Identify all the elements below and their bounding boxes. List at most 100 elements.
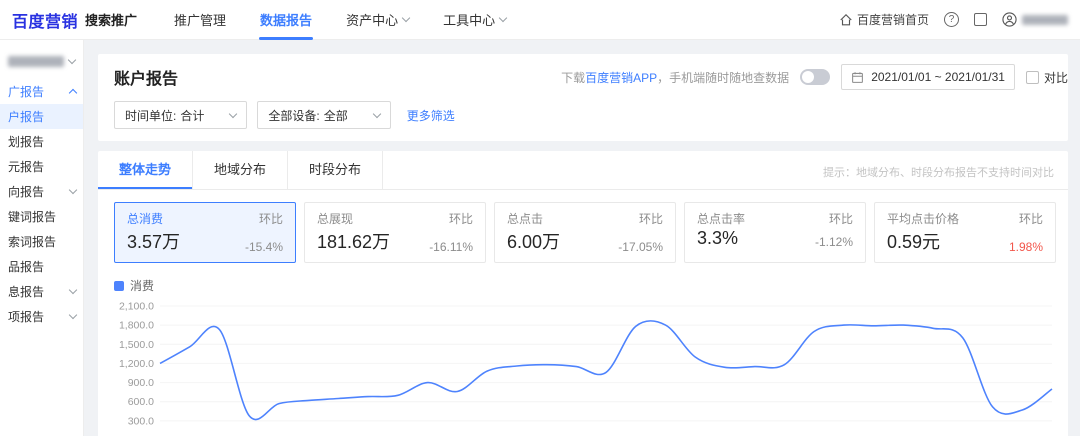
svg-text:600.0: 600.0 [128,396,154,408]
sidebar-item-unit-report[interactable]: 元报告 [0,154,83,179]
user-account[interactable] [1002,12,1068,27]
sidebar-item-keyword-report[interactable]: 键词报告 [0,204,83,229]
avatar-icon [1002,12,1017,27]
sidebar-item-plan-report[interactable]: 划报告 [0,129,83,154]
help-icon[interactable]: ? [944,12,959,27]
svg-text:1,200.0: 1,200.0 [119,358,154,370]
metric-card-total-clicks[interactable]: 总点击 环比 6.00万 -17.05% [494,202,676,263]
sidebar-item-searchterm-report[interactable]: 索词报告 [0,229,83,254]
promo-suffix: ，手机端随时随地查数据 [657,70,790,85]
chevron-down-icon [372,109,381,118]
metric-value: 0.59元 [887,232,941,252]
metric-value: 181.62万 [317,232,391,252]
menu-label: 推广管理 [174,13,227,28]
menu-item-asset-center[interactable]: 资产中心 [329,0,426,40]
metric-ratio: -16.11% [429,240,473,254]
navbar-right: 百度营销首页 ? [839,11,1068,28]
report-header-card: 账户报告 下载百度营销APP，手机端随时随地查数据 2021/01/01 ~ 2… [98,54,1068,141]
ratio-label: 环比 [638,212,663,226]
report-tabs: 整体走势 地域分布 时段分布 提示：地域分布、时段分布报告不支持时间对比 [98,151,1068,190]
metric-card-total-cost[interactable]: 总消费 环比 3.57万 -15.4% [114,202,296,263]
menu-label: 资产中心 [346,13,399,28]
metric-label: 总点击率 [697,212,746,226]
chevron-down-icon [68,310,78,320]
promo-prefix: 下载 [561,70,586,85]
marketing-homepage-link[interactable]: 百度营销首页 [839,11,929,28]
metric-cards: 总消费 环比 3.57万 -15.4% 总展现 环比 181.62万 -16.11% 总… [114,202,1056,263]
report-sidebar: 广报告 户报告 划报告 元报告 向报告 键词报告 索词报告 品报告 息报告 项报… [0,40,84,436]
device-select[interactable]: 全部设备: 全部 [257,101,391,129]
chart-area: 2,100.0 1,800.0 1,500.0 1,200.0 900.0 600.0 30… [110,298,1060,436]
tab-timeslot-distribution[interactable]: 时段分布 [288,151,384,189]
svg-text:0.0: 0.0 [139,435,154,436]
metric-card-total-impressions[interactable]: 总展现 环比 181.62万 -16.11% [304,202,486,263]
top-menu: 推广管理 数据报告 资产中心 工具中心 [157,0,523,40]
chevron-down-icon [67,55,77,65]
menu-item-promotion-manage[interactable]: 推广管理 [157,0,243,40]
legend-marker-icon [114,280,124,291]
device-value: 全部 [323,108,348,123]
metric-ratio: -1.12% [814,235,853,249]
home-icon [840,13,852,25]
metric-label: 总点击 [507,212,544,226]
more-filters-link[interactable]: 更多筛选 [406,108,455,123]
sidebar-item-info-report[interactable]: 息报告 [0,279,83,304]
sidebar-item-label: 键词报告 [8,210,57,224]
homepage-link-label: 百度营销首页 [856,13,929,27]
ratio-label: 环比 [828,212,853,226]
chevron-up-icon [68,88,78,98]
product-name: 搜索推广 [85,13,138,28]
metric-card-ctr[interactable]: 总点击率 环比 3.3% -1.12% [684,202,866,263]
metric-label: 平均点击价格 [887,212,960,226]
metric-value: 6.00万 [507,232,561,252]
compare-checkbox[interactable]: 对比 [1025,69,1068,86]
app-data-toggle[interactable] [800,69,831,85]
tab-region-distribution[interactable]: 地域分布 [193,151,289,189]
app-download-link[interactable]: 百度营销APP [585,70,658,85]
metric-value: 3.3% [697,228,739,248]
time-unit-label: 时间单位: [125,108,177,123]
chevron-down-icon [401,13,411,23]
sidebar-item-product-report[interactable]: 品报告 [0,254,83,279]
page-title: 账户报告 [114,71,179,88]
legend-label: 消费 [130,279,155,293]
metric-ratio: -17.05% [618,240,663,254]
sidebar-item-promotion-report[interactable]: 广报告 [0,79,83,104]
sidebar-item-label: 广报告 [8,85,45,99]
ratio-label: 环比 [258,212,283,226]
sidebar-item-targeting-report[interactable]: 向报告 [0,179,83,204]
svg-text:1,500.0: 1,500.0 [119,339,154,351]
baidu-marketing-logo[interactable]: 百度营销 [12,13,79,31]
sidebar-item-label: 元报告 [8,160,45,174]
spend-line-chart[interactable]: 2,100.0 1,800.0 1,500.0 1,200.0 900.0 600.0 30… [110,298,1060,436]
sidebar-item-label: 户报告 [8,110,45,124]
workbench-icon[interactable] [974,13,987,26]
svg-text:1,800.0: 1,800.0 [119,320,154,332]
username-blurred [1022,14,1068,25]
chart-legend-cost[interactable]: 消费 [114,277,1068,294]
date-range-value: 2021/01/01 ~ 2021/01/31 [871,70,1005,84]
sidebar-item-label: 索词报告 [8,235,57,249]
main-content: 账户报告 下载百度营销APP，手机端随时随地查数据 2021/01/01 ~ 2… [84,40,1080,436]
time-unit-value: 合计 [180,108,205,123]
sidebar-account-switcher[interactable] [0,52,83,79]
menu-item-tool-center[interactable]: 工具中心 [426,0,523,40]
metric-card-avg-cpc[interactable]: 平均点击价格 环比 0.59元 1.98% [874,202,1056,263]
metric-label: 总消费 [127,212,164,226]
tab-overall-trend[interactable]: 整体走势 [98,151,194,189]
sidebar-item-other-report[interactable]: 项报告 [0,304,83,329]
date-range-picker[interactable]: 2021/01/01 ~ 2021/01/31 [841,64,1015,90]
metric-ratio: 1.98% [1008,240,1043,254]
svg-text:900.0: 900.0 [128,377,154,389]
time-unit-select[interactable]: 时间单位: 合计 [114,101,248,129]
ratio-label: 环比 [448,212,473,226]
sidebar-item-label: 息报告 [8,285,45,299]
metric-label: 总展现 [317,212,354,226]
metric-value: 3.57万 [127,232,181,252]
chevron-down-icon [498,13,508,23]
sidebar-item-account-report[interactable]: 户报告 [0,104,83,129]
top-navbar: 百度营销 搜索推广 推广管理 数据报告 资产中心 工具中心 百度营销首页 ? [0,0,1080,40]
chevron-down-icon [68,185,78,195]
menu-item-data-report[interactable]: 数据报告 [243,0,329,40]
app-promo-text: 下载百度营销APP，手机端随时随地查数据 [561,69,789,86]
